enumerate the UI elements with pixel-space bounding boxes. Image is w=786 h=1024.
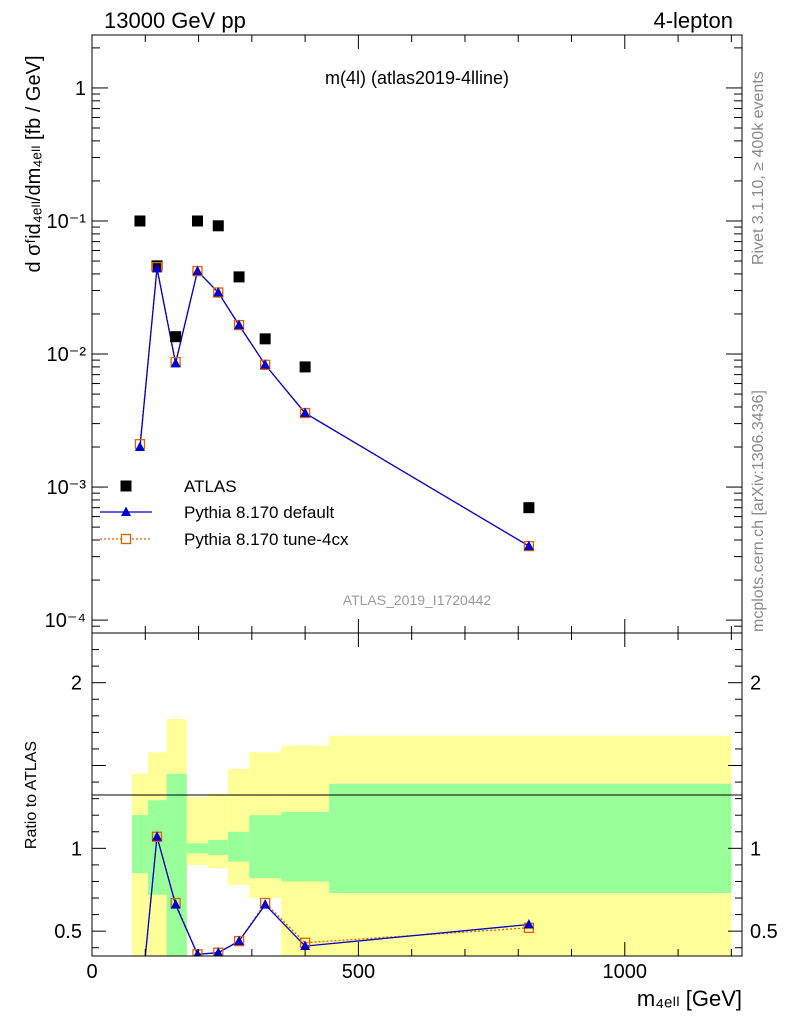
main-ylabel: d σᶠid₄ₑₗₗ/dm₄ₑₗₗ [fb / GeV] (23, 55, 45, 272)
default-point (134, 441, 145, 452)
ratio-y-tick-label-right: 1 (750, 838, 761, 860)
uncertainty-band-green (131, 815, 148, 874)
default-point (152, 262, 162, 273)
header-channel: 4-lepton (653, 8, 733, 33)
y-tick-label: 10⁻⁴ (45, 610, 86, 632)
uncertainty-band-yellow (186, 796, 209, 865)
ratio-default-point (152, 831, 162, 841)
atlas-point (523, 502, 535, 514)
uncertainty-band-green (281, 811, 330, 882)
legend-default-marker (121, 506, 131, 516)
ratio-y-tick-label-right: 0.5 (750, 921, 778, 943)
ratio-y-tick-label-right: 2 (750, 673, 761, 695)
rivet-label: Rivet 3.1.10, ≥ 400k events (750, 71, 767, 265)
legend: ATLAS Pythia 8.170 default Pythia 8.170 tu… (100, 477, 349, 549)
uncertainty-band-green (208, 840, 228, 855)
legend-label: Pythia 8.170 tune-4cx (184, 530, 349, 549)
legend-atlas-marker (120, 480, 132, 492)
uncertainty-band-green (166, 773, 187, 956)
watermark: ATLAS_2019_I1720442 (343, 592, 492, 608)
uncertainty-band-green (186, 843, 209, 854)
ratio-default-point (193, 948, 202, 956)
atlas-point (134, 215, 146, 227)
ratio-frame (91, 632, 743, 957)
default-point (300, 407, 311, 418)
x-tick-label: 0 (86, 961, 97, 983)
ratio-ylabel: Ratio to ATLAS (23, 741, 40, 849)
ratio-default-point (135, 1005, 145, 1015)
y-tick-label: 10⁻² (47, 344, 87, 366)
ratio-default-point (234, 935, 245, 946)
default-point (234, 319, 245, 330)
x-axis-label: m₄ₑₗₗ [GeV] (637, 986, 742, 1011)
x-tick-label: 500 (342, 961, 375, 983)
ratio-y-tick-label: 0.5 (54, 921, 82, 943)
ratio-default-point (300, 940, 311, 951)
atlas-point (170, 331, 182, 343)
header-energy: 13000 GeV pp (104, 8, 246, 33)
atlas-point (212, 220, 224, 232)
ratio-default-point (213, 947, 223, 956)
atlas-point (191, 215, 203, 227)
mcplots-label: mcplots.cern.ch [arXiv:1306.3436] (750, 390, 767, 632)
uncertainty-band-yellow (227, 768, 250, 885)
atlas-point (233, 271, 245, 283)
main-panel: 1 10⁻¹ 10⁻² 10⁻³ 10⁻⁴ m(4l) (atlas2019-4llin… (23, 34, 743, 634)
ratio-default-point (523, 919, 534, 929)
default-point (170, 357, 181, 368)
legend-tune-marker (120, 533, 132, 545)
atlas-point (299, 361, 311, 373)
ratio-tune-4cx-point (135, 1006, 144, 1015)
y-tick-label: 10⁻¹ (47, 211, 87, 233)
atlas-point (259, 333, 271, 345)
default-point (213, 287, 224, 297)
ratio-default-point (170, 899, 181, 909)
ratio-panel: 0.5 0.5 1 1 2 2 0 500 1000 Ratio to ATLAS m₄ₑₗₗ … (23, 632, 778, 1015)
x-tick-label: 1000 (603, 961, 648, 983)
legend-label: Pythia 8.170 default (184, 503, 335, 522)
uncertainty-band-yellow (208, 793, 228, 869)
default-point (523, 540, 534, 551)
y-tick-label: 10⁻³ (47, 477, 87, 499)
ratio-default-point (260, 899, 271, 909)
ratio-y-tick-label: 2 (71, 673, 82, 695)
y-tick-label: 1 (75, 78, 86, 100)
uncertainty-band-green (249, 815, 282, 879)
uncertainty-band-green (147, 800, 167, 895)
uncertainty-band-green (227, 831, 250, 862)
uncertainty-band-green (329, 783, 732, 894)
ratio-y-tick-label: 1 (71, 838, 82, 860)
plot-title: m(4l) (atlas2019-4lline) (325, 68, 509, 88)
legend-label: ATLAS (184, 477, 237, 496)
default-point (192, 265, 203, 276)
default-point (260, 359, 271, 369)
